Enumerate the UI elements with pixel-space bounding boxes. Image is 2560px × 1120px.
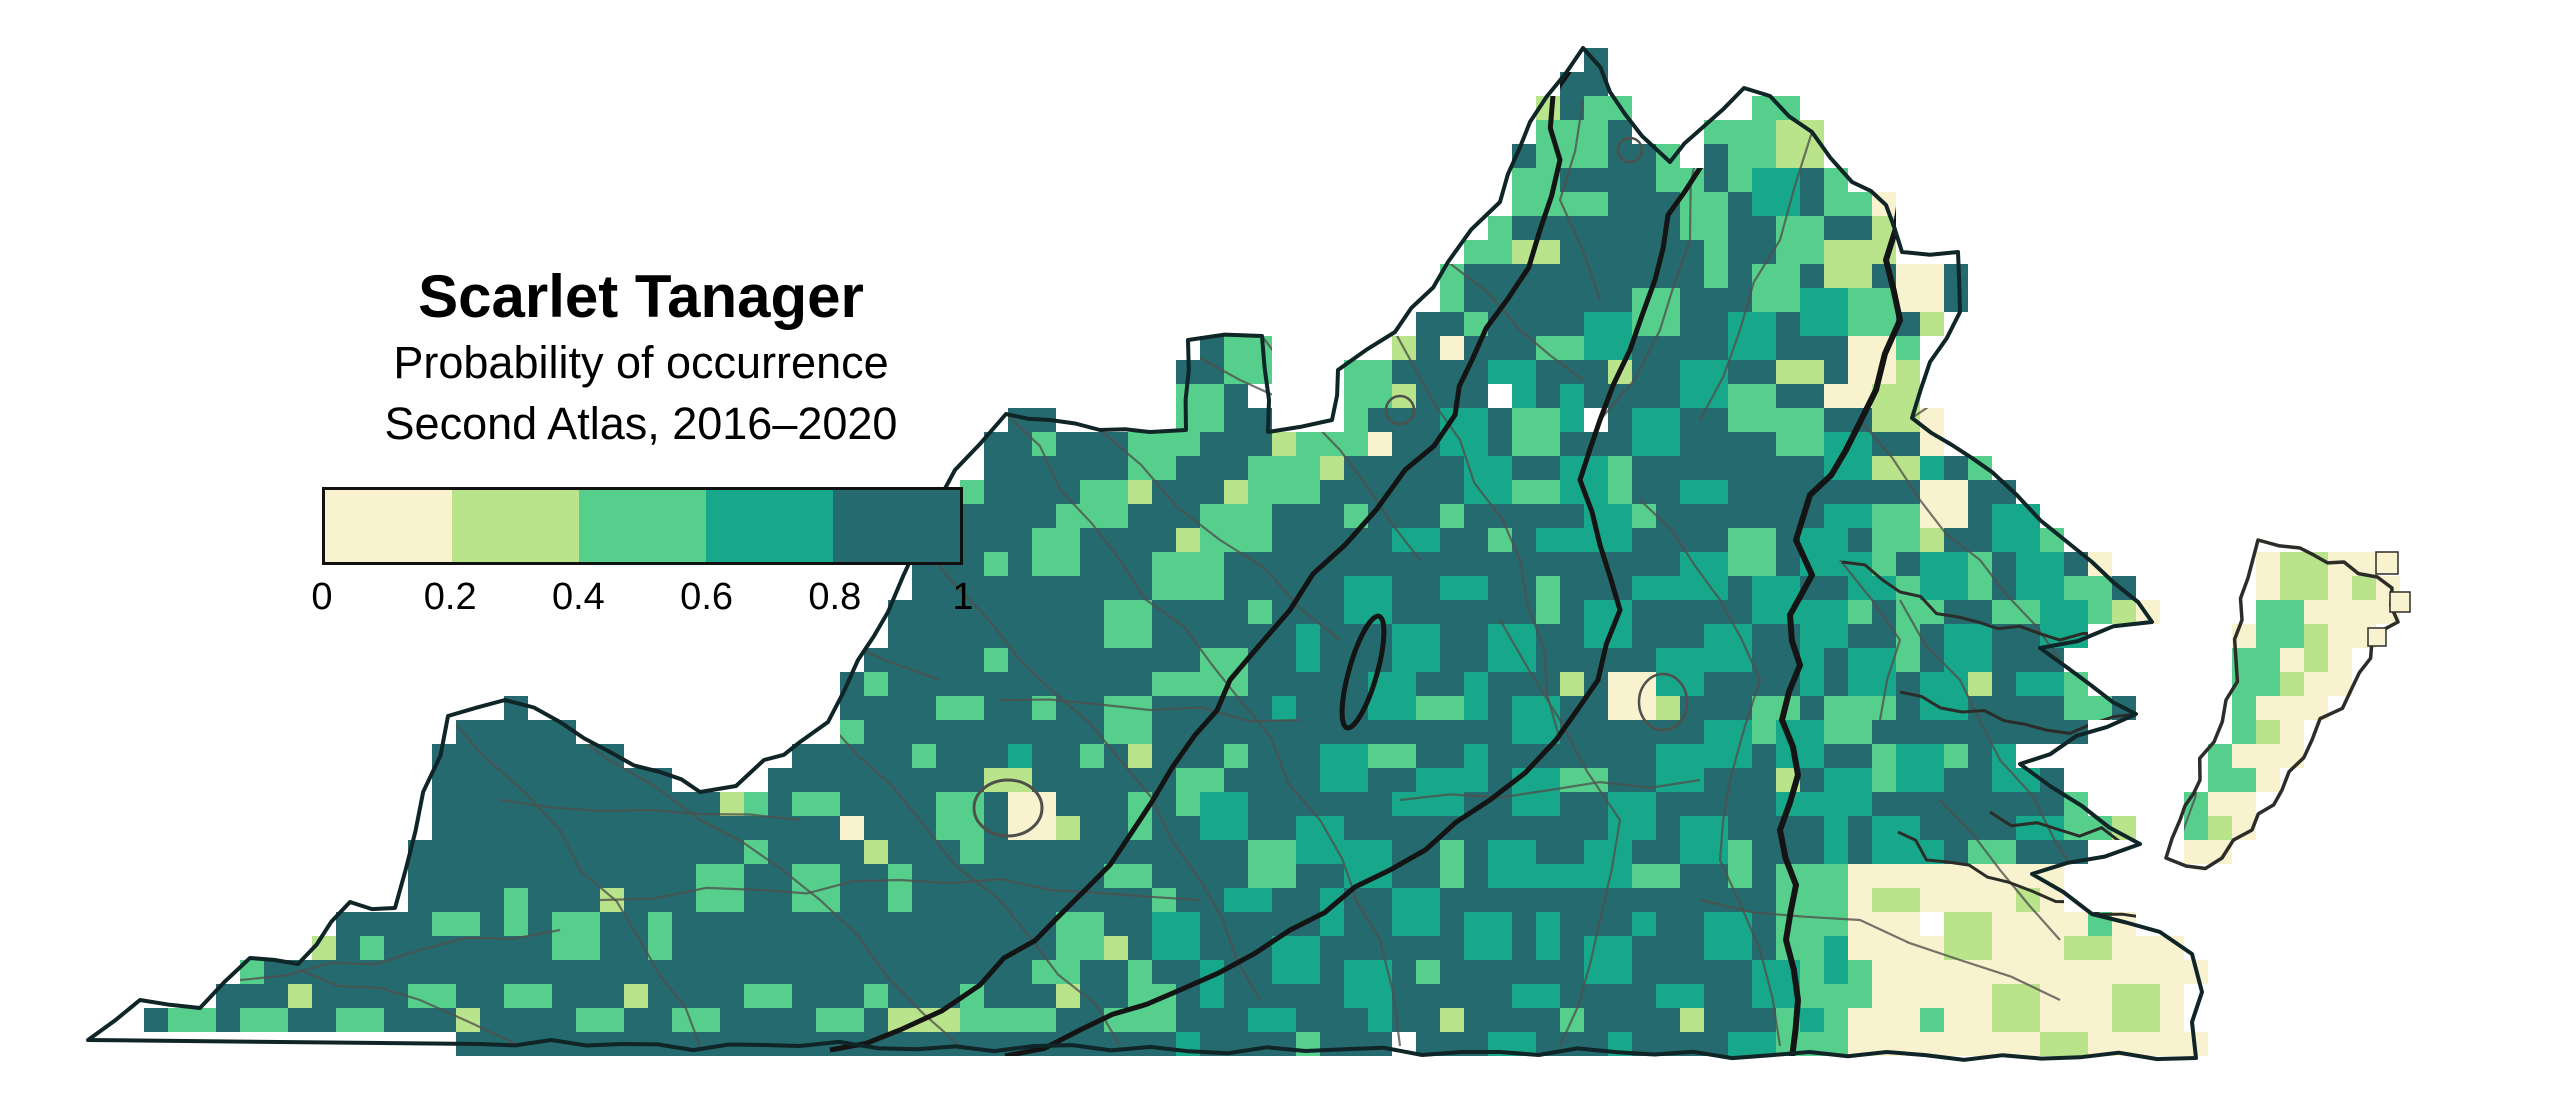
tick-label-0.6: 0.6 (680, 576, 734, 618)
atlas-edition: Second Atlas, 2016–2020 (384, 398, 898, 449)
map-subtitle: Probability of occurrence (393, 337, 889, 388)
tick-label-1: 1 (952, 576, 974, 618)
colorbar-segment-5 (833, 490, 960, 562)
legend-ticks: 0 0.2 0.4 0.6 0.8 1 (311, 576, 973, 618)
tick-label-0: 0 (311, 576, 333, 618)
tick-label-0.8: 0.8 (808, 576, 862, 618)
tick-label-0.2: 0.2 (423, 576, 477, 618)
legend-colorbar (322, 487, 963, 565)
map-title: Scarlet Tanager (418, 263, 864, 330)
colorbar-segment-4 (706, 490, 833, 562)
legend-text-block: Scarlet Tanager Probability of occurrenc… (0, 266, 1282, 450)
tick-label-0.4: 0.4 (551, 576, 605, 618)
colorbar-segment-3 (579, 490, 706, 562)
colorbar-segment-2 (452, 490, 579, 562)
colorbar-segment-1 (325, 490, 452, 562)
